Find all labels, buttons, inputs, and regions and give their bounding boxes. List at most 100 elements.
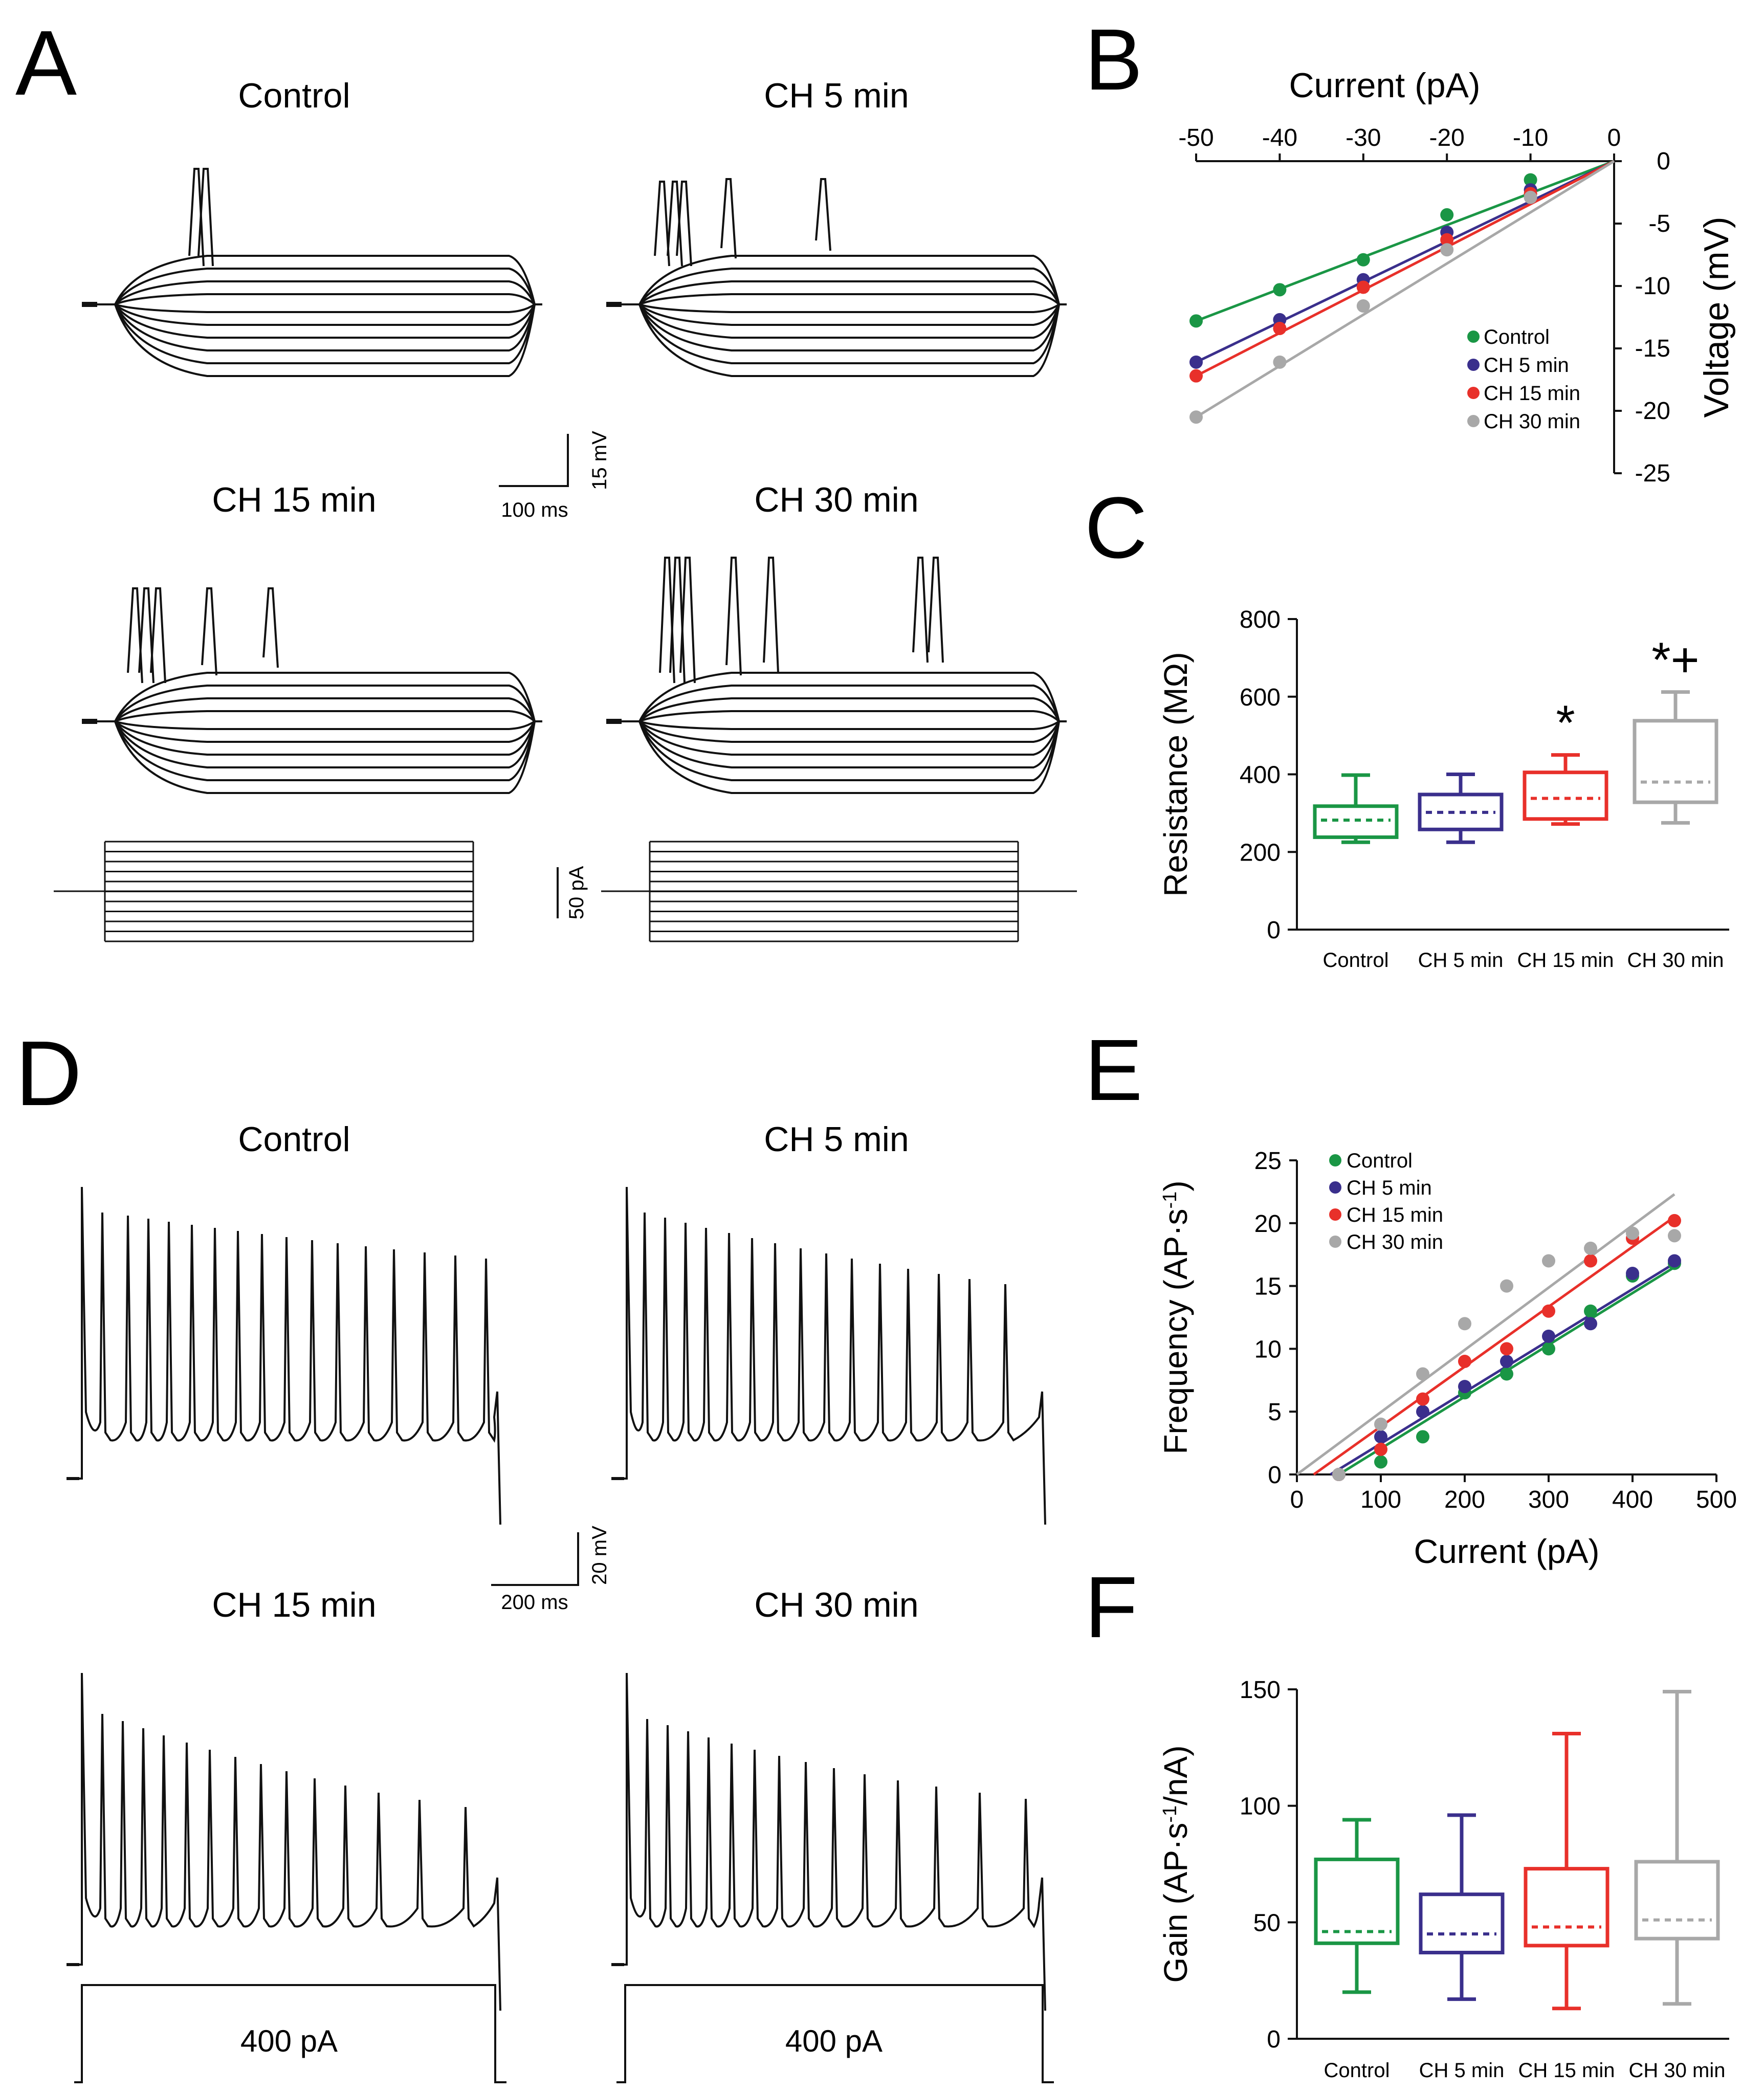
b-y-tick-label: -25 [1635,460,1670,487]
b-point [1524,190,1537,204]
b-legend-entry: CH 15 min [1484,382,1580,405]
a-spike [138,587,155,684]
e-point [1584,1304,1597,1318]
a-trace [90,720,542,781]
a-spike [720,178,737,259]
b-x-label: Current (pA) [1289,66,1480,105]
d-title-ch5: CH 5 min [764,1120,909,1159]
e-point [1458,1380,1471,1394]
d-scalebar-time: 200 ms [501,1591,568,1614]
f-iqr [1634,1860,1720,1941]
panel-letter-d: D [15,1022,82,1125]
e-legend-entry: CH 5 min [1347,1177,1432,1199]
a-spike [763,557,779,673]
e-point [1668,1229,1681,1243]
b-y-tick-label: -15 [1635,335,1670,362]
b-point [1273,283,1287,297]
panel-letter-e: E [1085,1022,1142,1119]
a-trace [614,303,1067,326]
a-trace [90,268,542,305]
c-category-label: CH 30 min [1627,949,1724,972]
b-point [1189,314,1203,328]
b-legend-entry: CH 5 min [1484,354,1569,377]
chart-c-resistance: 0 200 400 600 800 Resistance (MΩ) Control CH 5 … [1157,606,1729,972]
a-trace [614,303,1067,377]
c-iqr [1523,770,1608,821]
a-trace [90,672,542,722]
a-trace [614,720,1067,730]
e-point [1374,1417,1387,1431]
b-x-tick-label: -40 [1262,124,1297,151]
panel-a-current-steps [54,841,1077,942]
e-fit-line [1296,1193,1675,1476]
e-point [1374,1442,1387,1456]
e-point [1542,1329,1555,1343]
c-y-tick-label: 0 [1267,917,1281,944]
f-y-tick-label: 150 [1240,1677,1281,1704]
a-spike [676,181,692,267]
a-trace [90,697,542,722]
e-point [1584,1254,1597,1268]
c-box-3 [1633,690,1718,825]
f-box-2 [1524,1732,1609,2011]
c-iqr [1633,719,1718,804]
e-legend-entry: Control [1347,1150,1413,1172]
b-point [1356,299,1370,313]
f-iqr [1314,1857,1400,1945]
panel-d-current-steps [74,1984,1054,2083]
c-y-tick-label: 400 [1240,762,1281,789]
d-title-ch15: CH 15 min [212,1585,376,1624]
a-trace [614,303,1067,313]
a-trace [614,720,1067,781]
a-trace [90,303,542,313]
c-category-label: Control [1323,949,1389,972]
b-legend-entry: Control [1484,326,1550,348]
a-trace [614,685,1067,722]
e-point [1374,1430,1387,1444]
c-box-0 [1313,773,1399,844]
e-legend-entry: CH 30 min [1347,1231,1443,1253]
a-trace [90,720,542,794]
e-point [1416,1430,1429,1444]
a-trace [90,720,542,756]
a-spike [815,178,831,251]
a-trace [614,697,1067,722]
c-significance: * [1556,696,1575,751]
b-point [1189,410,1203,424]
f-iqr [1524,1867,1609,1948]
a-trace [90,710,542,722]
e-point [1416,1367,1429,1381]
b-fit-line [1195,160,1615,377]
e-point [1500,1354,1513,1368]
e-point [1626,1226,1639,1240]
a-trace [90,303,542,364]
a-trace [90,303,542,339]
a-trace [90,720,542,730]
b-fit-line [1195,160,1615,418]
panel-a-traces [82,168,1067,794]
chart-f-gain: 0 50 100 150 Gain (AP·s-1/nA) Control CH 5 min… [1157,1677,1729,2082]
b-x-tick-label: -50 [1178,124,1214,151]
a-spike [928,557,944,663]
e-x-tick-label: 300 [1528,1486,1569,1513]
b-legend-entry: CH 30 min [1484,410,1580,433]
b-x-tick-label: -30 [1346,124,1381,151]
panel-letter-a: A [15,12,77,115]
f-y-label: Gain (AP·s-1/nA) [1157,1745,1194,1982]
e-point [1668,1214,1681,1227]
b-x-tick-label: 0 [1607,124,1621,151]
a-trace [614,293,1067,305]
e-x-label: Current (pA) [1414,1532,1599,1570]
a-title-ch15: CH 15 min [212,480,376,519]
f-category-label: CH 5 min [1419,2059,1505,2082]
e-x-tick-label: 100 [1360,1486,1401,1513]
a-title-control: Control [238,76,350,115]
a-trace [614,672,1067,722]
a-trace [614,720,1067,743]
c-box-1 [1418,773,1504,844]
a-spike [201,587,217,676]
e-point [1668,1254,1681,1268]
e-point [1416,1392,1429,1406]
e-point [1500,1342,1513,1356]
